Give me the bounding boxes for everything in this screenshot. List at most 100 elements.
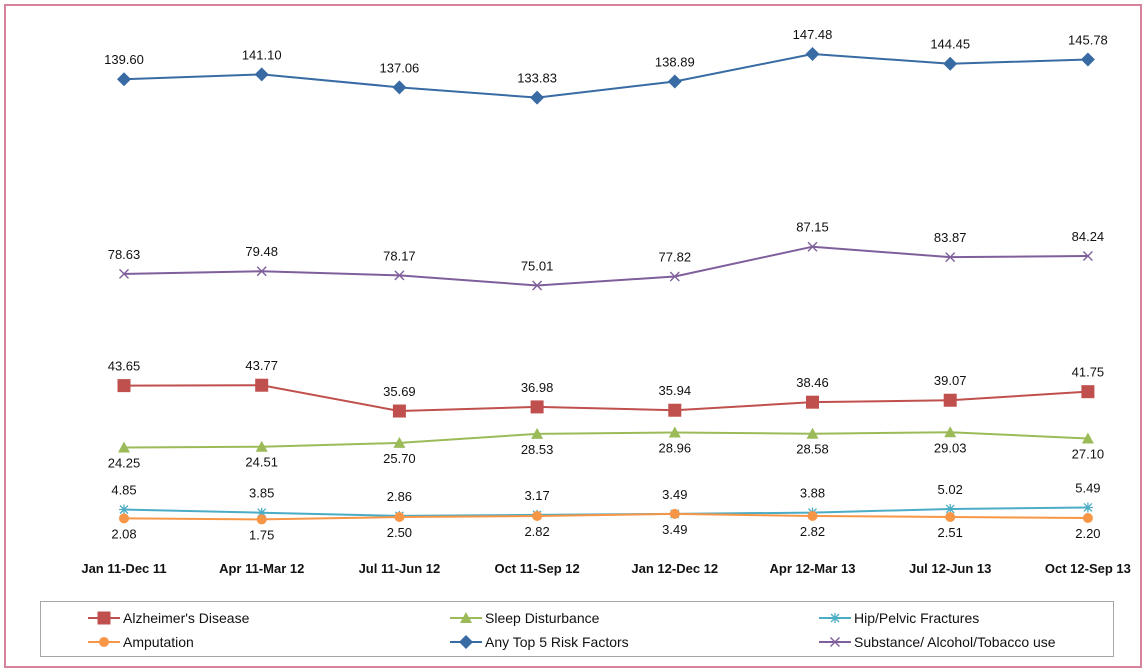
x-tick-label: Jan 12-Dec 12 [631, 561, 718, 576]
data-point-square [1081, 385, 1095, 399]
x-tick-label: Jul 12-Jun 13 [909, 561, 991, 576]
data-point-circle [394, 512, 405, 523]
legend-item-alzheimer-s-disease: Alzheimer's Disease [87, 608, 249, 628]
data-label: 5.02 [938, 482, 963, 497]
data-point-circle [532, 510, 543, 521]
data-label: 2.08 [111, 526, 136, 541]
x-tick-label: Jan 11-Dec 11 [81, 561, 166, 576]
data-label: 2.20 [1075, 526, 1100, 541]
legend-swatch [88, 637, 120, 647]
legend-label: Sleep Disturbance [485, 610, 600, 626]
data-label: 75.01 [521, 258, 554, 273]
series-layer: 43.65 43.77 35.69 36.98 35.94 38.46 39.07 41.75… [104, 27, 1108, 542]
data-point-triangle [118, 441, 130, 453]
data-point-diamond [254, 67, 269, 82]
data-label: 3.88 [800, 486, 825, 501]
data-label: 24.25 [108, 456, 141, 471]
legend-swatch [450, 612, 482, 623]
data-point-triangle [531, 427, 544, 439]
legend: Alzheimer's Disease Sleep Disturbance Hip/… [40, 601, 1114, 657]
data-point-triangle [668, 426, 681, 438]
legend-label: Any Top 5 Risk Factors [485, 634, 629, 650]
legend-marker-diamond [459, 635, 473, 649]
data-point-diamond [943, 56, 958, 71]
series-line [123, 245, 1088, 287]
data-point-circle [807, 510, 818, 521]
legend-item-amputation: Amputation [87, 632, 194, 652]
data-point-circle [1082, 512, 1093, 523]
data-label: 38.46 [796, 375, 829, 390]
data-label: 1.75 [249, 527, 274, 542]
legend-marker-square [97, 611, 111, 625]
data-label: 29.03 [934, 440, 967, 455]
series-any-top-5-risk-factors: 139.60 141.10 137.06 133.83 138.89 147.48 144.… [104, 27, 1108, 105]
data-label: 35.69 [383, 384, 416, 399]
data-point-square [806, 395, 819, 409]
data-point-diamond [530, 90, 545, 105]
series-line [123, 431, 1088, 449]
legend-label: Alzheimer's Disease [123, 610, 250, 626]
series-line [123, 384, 1088, 413]
data-label: 78.17 [383, 248, 416, 263]
data-label: 2.82 [524, 524, 549, 539]
data-label: 133.83 [517, 71, 557, 86]
data-point-triangle [255, 440, 268, 452]
data-label: 2.51 [938, 525, 963, 540]
series-alzheimer-s-disease: 43.65 43.77 35.69 36.98 35.94 38.46 39.07 41.75 [108, 358, 1104, 418]
data-label: 25.70 [383, 451, 416, 466]
data-label: 4.85 [111, 483, 136, 498]
data-point-x [256, 266, 267, 277]
data-point-triangle [393, 436, 406, 448]
data-point-circle [256, 514, 267, 525]
data-label: 28.58 [796, 442, 829, 457]
legend-label: Substance/ Alcohol/Tobacco use [854, 634, 1056, 650]
data-point-x [945, 252, 956, 263]
line-chart: Jan 11-Dec 11 Apr 11-Mar 12 Jul 11-Jun 12 O… [81, 27, 1131, 576]
x-tick-label: Jul 11-Jun 12 [359, 561, 441, 576]
series-amputation: 2.08 1.75 2.50 2.82 3.49 2.82 2.51 2.20 [111, 508, 1101, 542]
legend-swatch [450, 635, 482, 649]
data-point-star [119, 504, 129, 515]
x-tick-label: Apr 12-Mar 13 [770, 561, 856, 576]
data-point-star [945, 503, 956, 514]
data-point-triangle [806, 427, 819, 439]
data-label: 43.77 [245, 358, 278, 373]
x-tick-label: Oct 11-Sep 12 [494, 561, 579, 576]
data-label: 79.48 [245, 244, 278, 259]
data-label: 84.24 [1072, 229, 1105, 244]
data-label: 28.53 [521, 442, 554, 457]
legend-swatch [819, 637, 851, 647]
data-point-square [668, 403, 682, 417]
data-point-triangle [944, 426, 957, 438]
data-label: 144.45 [930, 37, 970, 52]
legend-item-any-top-5-risk-factors: Any Top 5 Risk Factors [449, 632, 629, 652]
data-label: 24.51 [245, 455, 278, 470]
legend-swatch [88, 611, 120, 625]
data-label: 5.49 [1075, 480, 1100, 495]
data-label: 3.85 [249, 486, 274, 501]
data-label: 87.15 [796, 220, 829, 235]
x-tick-label: Apr 11-Mar 12 [219, 561, 304, 576]
data-label: 145.78 [1068, 32, 1108, 47]
x-axis: Jan 11-Dec 11 Apr 11-Mar 12 Jul 11-Jun 12 O… [81, 561, 1131, 576]
data-label: 43.65 [108, 359, 141, 374]
data-point-x [394, 270, 405, 281]
data-point-square [392, 404, 406, 418]
data-point-square [117, 379, 131, 393]
data-point-square [530, 400, 544, 414]
series-line [123, 53, 1088, 99]
series-hip-pelvic-fractures: 4.85 3.85 2.86 3.17 3.49 3.88 5.02 5.49 [111, 480, 1101, 521]
legend-item-substance-alcohol-tobacco-use: Substance/ Alcohol/Tobacco use [818, 632, 1056, 652]
legend-item-sleep-disturbance: Sleep Disturbance [449, 608, 599, 628]
legend-label: Hip/Pelvic Fractures [854, 610, 980, 626]
data-label: 137.06 [380, 60, 420, 75]
data-point-x [669, 271, 680, 282]
legend-marker-star [830, 613, 840, 623]
series-sleep-disturbance: 24.25 24.51 25.70 28.53 28.96 28.58 29.03 27.10 [108, 426, 1104, 471]
data-point-square [255, 378, 269, 392]
legend-swatch [819, 613, 851, 623]
data-label: 77.82 [659, 249, 692, 264]
data-label: 147.48 [793, 27, 833, 42]
data-point-x [807, 241, 818, 252]
data-label: 39.07 [934, 373, 967, 388]
